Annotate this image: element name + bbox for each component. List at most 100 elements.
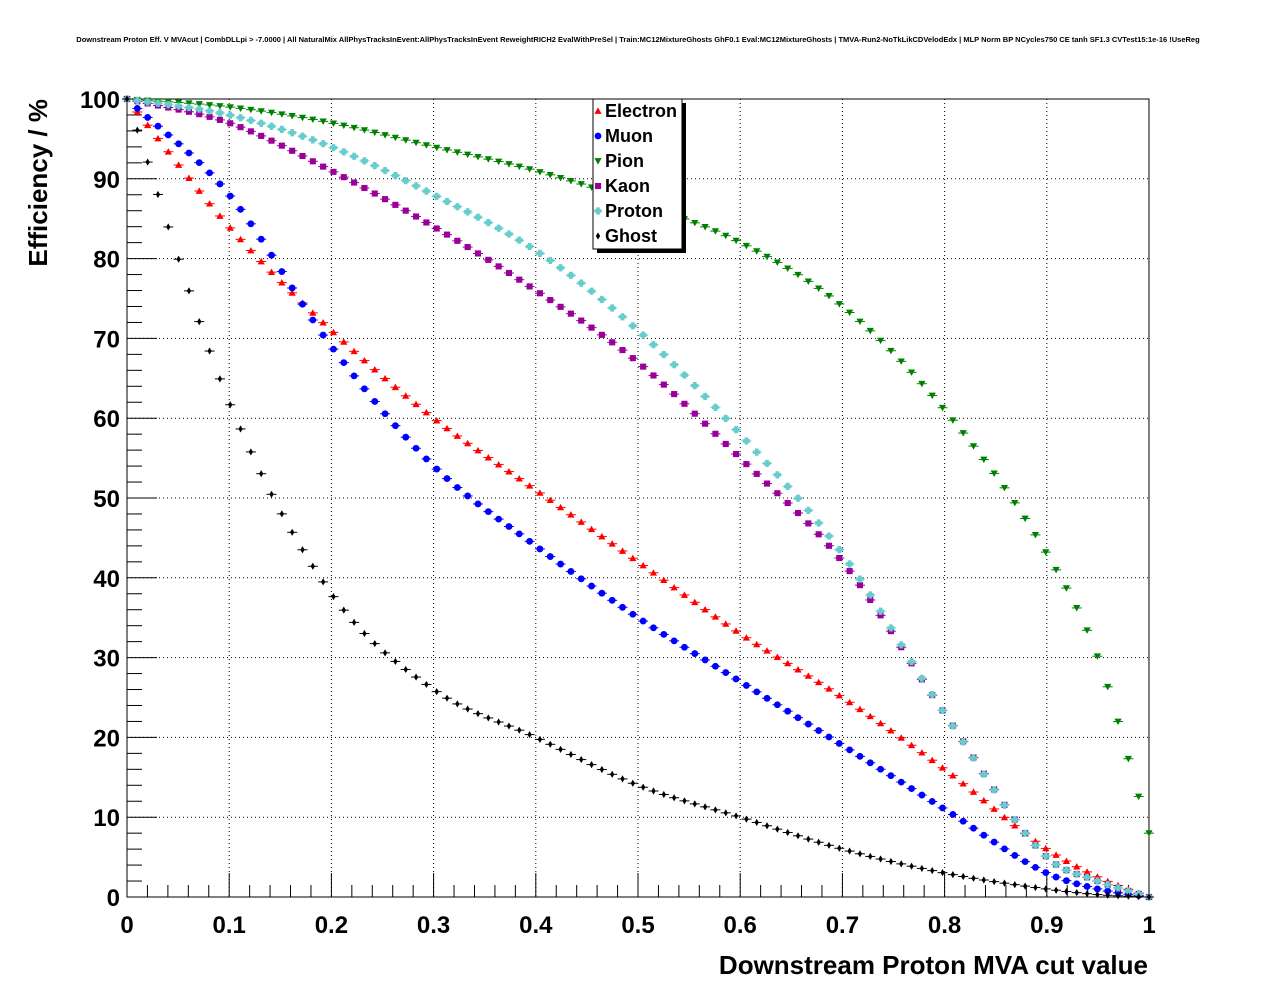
- data-point: [288, 289, 296, 296]
- data-point: [392, 201, 399, 208]
- data-point: [216, 116, 223, 123]
- data-point: [360, 157, 369, 165]
- data-point: [309, 158, 316, 165]
- data-point: [341, 606, 346, 614]
- data-point: [453, 203, 461, 211]
- data-point: [381, 166, 389, 175]
- data-point: [753, 248, 761, 255]
- data-point: [309, 309, 317, 316]
- data-point: [495, 460, 503, 468]
- data-point: [1033, 883, 1038, 892]
- data-point: [907, 658, 916, 666]
- data-point: [877, 612, 884, 619]
- data-point: [486, 714, 491, 722]
- data-point: [279, 510, 285, 518]
- data-point: [1031, 531, 1040, 539]
- data-point: [267, 268, 276, 276]
- data-point: [794, 714, 802, 722]
- data-point: [329, 120, 338, 127]
- data-point: [412, 444, 420, 452]
- data-point: [309, 136, 317, 144]
- data-point: [505, 161, 513, 168]
- data-point: [547, 296, 554, 304]
- legend-label-muon: Muon: [605, 126, 653, 146]
- data-point: [299, 300, 306, 308]
- data-point: [794, 494, 802, 502]
- data-point: [515, 474, 523, 482]
- data-point: [743, 461, 750, 468]
- data-point: [1114, 884, 1122, 892]
- data-point: [1052, 873, 1060, 881]
- data-point: [329, 144, 338, 152]
- data-point: [599, 765, 605, 774]
- data-point: [660, 381, 667, 388]
- data-point: [784, 659, 792, 667]
- data-point: [195, 187, 203, 194]
- data-point: [928, 798, 936, 805]
- data-point: [382, 649, 388, 657]
- data-point: [671, 391, 678, 398]
- data-point: [713, 806, 718, 814]
- data-point: [515, 236, 523, 244]
- data-point: [393, 657, 398, 666]
- data-point: [1093, 885, 1101, 893]
- data-point: [166, 223, 171, 231]
- data-point: [288, 129, 296, 137]
- data-point: [618, 313, 627, 321]
- data-point: [546, 553, 554, 560]
- data-point: [278, 268, 286, 275]
- legend-label-kaon: Kaon: [605, 176, 650, 196]
- legend-label-electron: Electron: [605, 101, 677, 121]
- data-point: [527, 730, 532, 739]
- data-point: [1064, 887, 1069, 896]
- data-point: [371, 129, 379, 137]
- data-point: [680, 591, 689, 598]
- data-point: [701, 392, 709, 401]
- data-point: [372, 639, 377, 648]
- x-tick-label: 0.8: [928, 912, 961, 939]
- data-point: [680, 371, 689, 379]
- data-point: [557, 303, 564, 310]
- data-point: [298, 114, 307, 122]
- data-point: [506, 722, 512, 730]
- legend-box: [592, 98, 683, 250]
- data-point: [216, 103, 224, 110]
- data-point: [236, 235, 245, 243]
- series-ghost: [122, 95, 1154, 901]
- data-point: [1135, 793, 1143, 801]
- data-point: [868, 852, 873, 861]
- data-point: [205, 107, 214, 115]
- data-point: [835, 740, 843, 747]
- data-point: [722, 440, 729, 447]
- data-point: [257, 108, 265, 115]
- data-point: [526, 482, 534, 489]
- data-point: [1052, 566, 1060, 574]
- data-point: [980, 831, 988, 839]
- data-point: [598, 331, 605, 338]
- data-point: [124, 95, 130, 103]
- data-point: [269, 490, 274, 498]
- data-point: [804, 672, 812, 679]
- legend-label-pion: Pion: [605, 151, 644, 171]
- data-point: [154, 99, 162, 107]
- data-point: [835, 546, 843, 554]
- data-point: [144, 114, 152, 121]
- data-point: [774, 490, 781, 497]
- data-point: [907, 369, 916, 376]
- data-point: [403, 665, 408, 674]
- data-point: [909, 862, 914, 870]
- data-point: [175, 140, 183, 148]
- x-tick-label: 0.1: [213, 912, 246, 939]
- data-point: [939, 804, 946, 812]
- data-point: [1062, 866, 1071, 874]
- data-point: [536, 290, 543, 297]
- data-point: [949, 811, 957, 818]
- data-point: [670, 637, 678, 645]
- data-point: [164, 131, 172, 139]
- data-point: [918, 380, 926, 388]
- data-point: [691, 219, 699, 227]
- data-point: [785, 828, 790, 837]
- data-point: [205, 102, 214, 109]
- legend-label-ghost: Ghost: [605, 226, 657, 246]
- data-point: [526, 242, 534, 251]
